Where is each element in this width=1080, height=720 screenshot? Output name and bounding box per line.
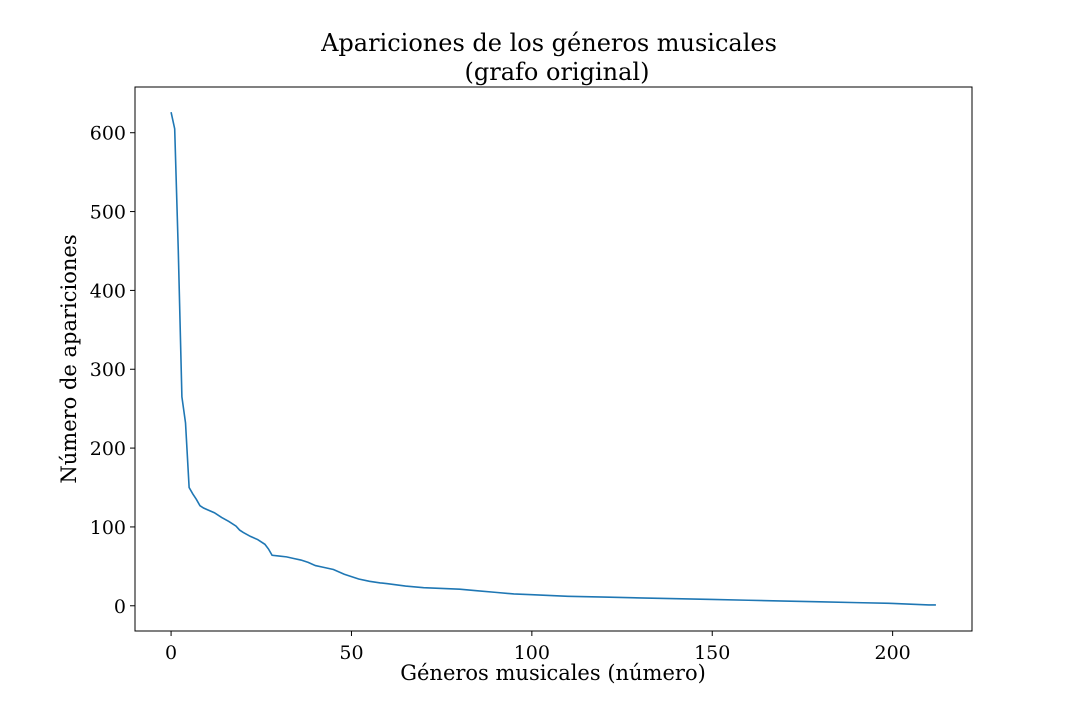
y-tick-label: 400 xyxy=(90,280,126,302)
series-line-0 xyxy=(170,112,936,606)
x-axis-label: Géneros musicales (número) xyxy=(400,661,706,685)
y-tick-label: 600 xyxy=(90,123,126,145)
x-axis-ticks: 0 50 100 150 200 xyxy=(165,631,911,664)
y-axis-label: Número de apariciones xyxy=(57,234,81,483)
y-tick-label: 500 xyxy=(90,202,126,224)
x-tick-label: 200 xyxy=(874,642,910,664)
y-tick-label: 300 xyxy=(90,359,126,381)
plot-area xyxy=(170,112,936,606)
plot-frame xyxy=(134,86,973,632)
x-tick-label: 150 xyxy=(694,642,730,664)
chart-title-line2: (grafo original) xyxy=(465,58,650,86)
y-axis-ticks: 0 100 200 300 400 500 600 xyxy=(90,123,135,618)
y-tick-label: 200 xyxy=(90,438,126,460)
y-tick-label: 0 xyxy=(114,596,126,618)
y-tick-label: 100 xyxy=(90,517,126,539)
chart-title-line1: Apariciones de los géneros musicales xyxy=(320,29,777,57)
x-tick-label: 0 xyxy=(165,642,177,664)
x-tick-label: 100 xyxy=(514,642,550,664)
x-tick-label: 50 xyxy=(339,642,363,664)
